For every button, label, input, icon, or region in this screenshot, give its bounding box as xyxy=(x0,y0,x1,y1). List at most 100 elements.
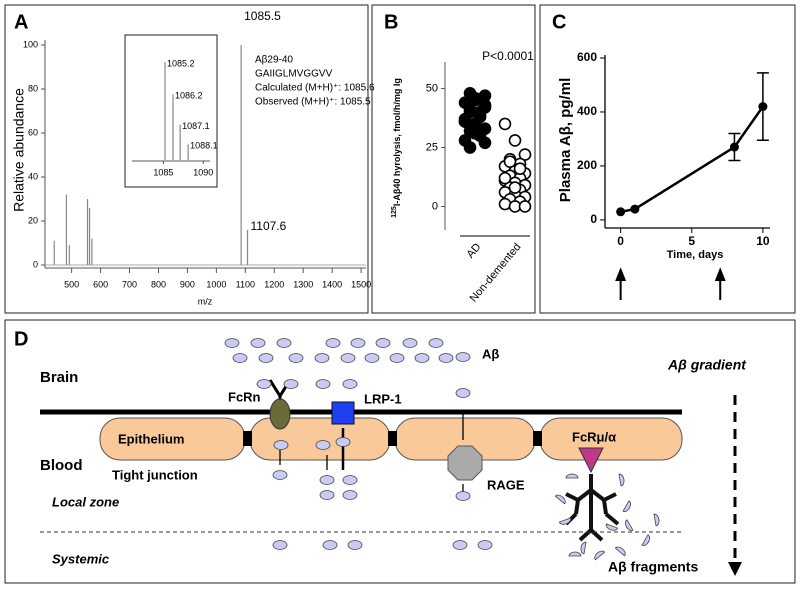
x-axis-label: m/z xyxy=(198,296,213,306)
abeta xyxy=(455,388,471,398)
point xyxy=(518,148,532,161)
abeta xyxy=(438,353,454,363)
abeta xyxy=(364,353,380,363)
peak-label: 1087.1 xyxy=(182,121,210,131)
abeta xyxy=(224,338,240,348)
abeta xyxy=(273,440,289,450)
lrp1-receptor xyxy=(331,401,355,425)
abeta xyxy=(342,475,358,485)
abeta xyxy=(256,379,272,389)
peak-label: 1086.2 xyxy=(175,91,203,101)
y-tick-label: 40 xyxy=(28,171,38,181)
abeta xyxy=(335,437,351,447)
abeta xyxy=(319,475,335,485)
abeta xyxy=(455,352,471,362)
peak-label: 1107.6 xyxy=(251,219,287,233)
x-tick-label: 5 xyxy=(688,234,695,248)
x-axis-label: Time, days xyxy=(667,249,724,261)
abeta xyxy=(315,379,331,389)
y-tick-label: 0 xyxy=(432,200,438,212)
panel-letter: A xyxy=(14,11,28,33)
point xyxy=(729,142,739,152)
label: Brain xyxy=(40,369,78,386)
abeta xyxy=(414,353,430,363)
panel-letter: B xyxy=(384,11,398,33)
point xyxy=(503,155,517,168)
abeta xyxy=(375,338,391,348)
label: Aβ fragments xyxy=(608,559,698,575)
x-tick-label: 1300 xyxy=(293,279,313,289)
y-axis-label: Plasma Aβ, pg/ml xyxy=(557,78,574,202)
point xyxy=(473,105,487,119)
abeta xyxy=(402,338,418,348)
point xyxy=(518,200,532,213)
abeta xyxy=(342,490,358,500)
y-axis-label: 125I-Aβ40 hyrolysis, fmol/h/mg Ig xyxy=(391,78,402,218)
panel-c-frame xyxy=(539,4,796,314)
y-tick-label: 60 xyxy=(28,127,38,137)
tight-junction xyxy=(533,431,542,446)
panel-letter: D xyxy=(14,328,28,350)
x-tick-label: 1500 xyxy=(351,279,371,289)
y-tick-label: 400 xyxy=(577,104,597,118)
label: LRP-1 xyxy=(364,391,402,406)
abeta xyxy=(258,353,274,363)
label: FcRn xyxy=(228,389,261,404)
y-axis-label-text: I-Aβ40 hyrolysis, fmol/h/mg Ig xyxy=(392,78,402,206)
y-axis-label-super: 125 xyxy=(391,206,398,218)
fcrn-body xyxy=(269,398,291,430)
x-tick-label: AD xyxy=(465,241,484,260)
panel-a-frame xyxy=(4,4,369,314)
abeta-fragment xyxy=(653,513,660,527)
abeta xyxy=(452,540,468,550)
annotation: Calculated (M+H)⁺: 1085.6 xyxy=(255,83,375,94)
point xyxy=(616,207,626,217)
abeta-fragment xyxy=(558,517,572,525)
abeta xyxy=(319,490,335,500)
abeta-fragment xyxy=(565,473,579,479)
panel-d-frame xyxy=(4,319,796,584)
label: Aβ gradient xyxy=(667,357,747,373)
x-tick-label: 900 xyxy=(180,279,195,289)
cell xyxy=(249,417,391,461)
panel-letter: C xyxy=(552,11,566,33)
point xyxy=(498,117,512,131)
x-tick-label: 1085 xyxy=(153,167,173,177)
abeta xyxy=(325,338,341,348)
rage-receptor xyxy=(447,445,483,481)
y-tick-label: 600 xyxy=(577,50,597,64)
abeta-fragment xyxy=(605,523,619,531)
abeta xyxy=(232,353,248,363)
abeta xyxy=(389,353,405,363)
point xyxy=(468,127,482,140)
line xyxy=(620,105,764,214)
point xyxy=(630,204,640,214)
abeta xyxy=(350,338,366,348)
abeta-fragment xyxy=(580,541,587,555)
abeta xyxy=(342,379,358,389)
dose-arrow xyxy=(615,267,627,300)
abeta-fragment xyxy=(618,473,625,487)
fc-receptor xyxy=(578,447,604,474)
x-tick-label: 10 xyxy=(756,234,770,248)
x-tick-label: 1200 xyxy=(264,279,284,289)
abeta-fragment xyxy=(641,534,650,546)
label: Systemic xyxy=(52,551,110,566)
antibody xyxy=(564,474,620,542)
label: FcRμ/α xyxy=(572,429,616,444)
point xyxy=(498,171,512,185)
x-tick-label: 1000 xyxy=(206,279,226,289)
point xyxy=(498,197,512,211)
x-tick-label: 500 xyxy=(64,279,79,289)
point xyxy=(458,115,472,128)
abeta xyxy=(314,353,330,363)
abeta xyxy=(428,338,444,348)
peak-label: 1088.1 xyxy=(190,141,218,151)
gradient-arrowhead xyxy=(728,562,742,576)
point xyxy=(463,86,477,100)
y-axis-label: Relative abundance xyxy=(11,88,27,212)
annotation: Observed (M+H)⁺: 1085.5 xyxy=(255,97,371,108)
y-tick-label: 50 xyxy=(426,82,438,94)
y-tick-label: 80 xyxy=(28,83,38,93)
